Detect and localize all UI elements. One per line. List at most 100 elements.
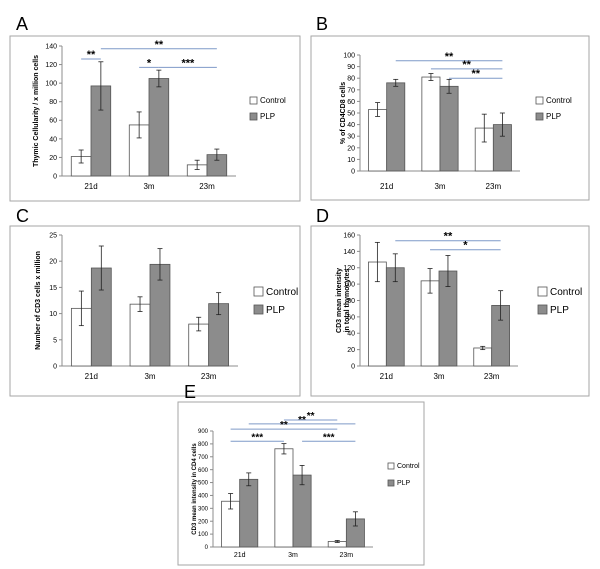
legend-swatch-control [537,286,548,297]
legend-entry: Control [266,287,298,298]
bar-plp-3m [148,78,170,177]
x-tick-label: 21d [234,552,246,559]
y-tick-label: 500 [198,481,209,487]
y-tick-label: 0 [53,363,57,370]
chart-panel-e: E 0 100 200 300 400 500 600 700 800 900 CD3 mean in… [177,382,425,566]
legend-entry: Control [546,96,572,105]
panel-frame [310,225,590,397]
y-tick-label: 140 [343,249,355,256]
y-tick-label: 400 [198,494,209,500]
y-tick-label: 200 [198,519,209,525]
bar-control-21d [368,109,388,172]
y-tick-label: 100 [45,81,57,88]
y-tick-label: 100 [198,532,209,538]
y-tick-label: 900 [198,429,209,435]
y-tick-label: 60 [49,118,57,125]
x-tick-label: 21d [85,372,98,381]
y-axis-title-line: Number of CD3 cells x million [35,251,42,350]
panel-label: D [316,206,329,226]
x-tick-label: 3m [144,372,155,381]
y-tick-label: 120 [343,265,355,272]
panel-label: C [16,206,29,226]
bar-control-3m [421,76,441,172]
chart-panel-d: D 0 20 40 60 80 100 120 140 160 CD3 mean intensity… [310,206,590,397]
y-tick-label: 0 [53,173,57,180]
y-tick-label: 70 [347,87,355,94]
legend-entry: PLP [397,480,411,487]
bar-plp-21d [386,82,406,172]
panel-frame [9,225,301,397]
significance-label: ** [307,411,315,422]
significance-label: ** [445,51,454,63]
y-axis-title-line: Thymic Cellularity / x million cells [33,55,40,167]
bar-control-3m [274,448,294,548]
y-tick-label: 10 [347,157,355,164]
y-tick-label: 120 [45,62,57,69]
significance-label: ** [155,39,164,51]
x-tick-label: 21d [84,182,97,191]
bar-plp-3m [439,85,459,172]
y-tick-label: 80 [49,99,57,106]
panel-frame [310,35,590,201]
legend-entry: Control [397,463,420,470]
y-tick-label: 30 [347,134,355,141]
y-tick-label: 20 [347,145,355,152]
y-tick-label: 0 [351,168,355,175]
legend-swatch-plp [249,112,258,121]
x-tick-label: 23m [484,372,500,381]
panel-frame [177,401,425,566]
y-tick-label: 20 [49,155,57,162]
x-tick-label: 3m [143,182,154,191]
bar-plp-21d [239,478,259,548]
y-tick-label: 25 [49,232,57,239]
y-axis-title-line: CD3 mean intensity [336,268,343,333]
bar-control-3m [129,303,151,367]
legend-entry: PLP [546,112,561,121]
y-axis-title: CD3 mean intensityin total thymocytes [336,268,351,333]
panel-label: A [16,14,28,34]
significance-label: * [147,57,152,69]
x-tick-label: 23m [199,182,215,191]
y-tick-label: 0 [351,363,355,370]
y-tick-label: 300 [198,506,209,512]
y-axis-title-line: in total thymocytes [344,269,351,333]
legend-swatch-plp [387,479,395,487]
bar-plp-3m [292,474,312,548]
y-axis-title: CD3 mean intensity in CD4 cells [192,443,198,535]
x-tick-label: 23m [201,372,217,381]
y-axis-title-line: % of CD4CD8 cells [340,82,347,144]
panel-label: E [184,382,196,402]
significance-label: ** [280,420,288,431]
legend-entry: Control [550,287,582,298]
y-tick-label: 60 [347,314,355,321]
x-tick-label: 23m [340,552,354,559]
y-tick-label: 40 [347,331,355,338]
x-tick-label: 21d [380,182,393,191]
legend-swatch-control [249,96,258,105]
x-tick-label: 3m [288,552,298,559]
x-tick-label: 3m [433,372,444,381]
y-tick-label: 0 [205,545,209,551]
panel-label: B [316,14,328,34]
bar-control-23m [473,347,493,367]
legend-swatch-control [253,286,264,297]
significance-label: ** [87,49,96,61]
chart-panel-b: B 0 10 20 30 40 50 60 70 80 90 100 % of CD4CD8 cells… [310,14,590,201]
legend-swatch-plp [253,304,264,315]
y-tick-label: 50 [347,110,355,117]
significance-label: ** [471,68,480,80]
legend-entry: PLP [550,305,569,316]
y-tick-label: 40 [347,122,355,129]
y-tick-label: 80 [347,76,355,83]
y-tick-label: 700 [198,455,209,461]
x-tick-label: 23m [486,182,502,191]
y-tick-label: 60 [347,99,355,106]
y-tick-label: 90 [347,64,355,71]
legend-swatch-control [387,462,395,470]
legend-entry: Control [260,96,286,105]
y-axis-title: % of CD4CD8 cells [340,82,347,144]
y-tick-label: 800 [198,442,209,448]
significance-label: ** [462,59,471,71]
legend-entry: PLP [266,305,285,316]
chart-panel-c: C 0 5 10 15 20 25 Number of CD3 cells x million… [9,206,301,397]
